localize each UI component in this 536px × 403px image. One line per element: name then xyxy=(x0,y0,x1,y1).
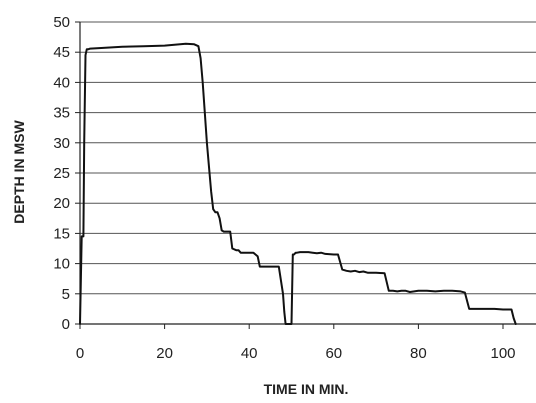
y-tick-label: 30 xyxy=(53,135,70,152)
y-tick-label: 35 xyxy=(53,105,70,122)
tick-labels: 0 5 10 15 20 25 30 35 40 45 50 0 20 40 60 80 100 xyxy=(53,14,515,362)
series-layer xyxy=(79,42,517,325)
y-tick-label: 15 xyxy=(53,225,70,242)
y-tick-label: 10 xyxy=(53,256,70,273)
gridlines xyxy=(80,21,536,295)
x-tick-label: 100 xyxy=(490,345,515,362)
x-tick-label: 20 xyxy=(156,345,173,362)
y-tick-label: 5 xyxy=(62,286,70,303)
y-tick-label: 20 xyxy=(53,195,70,212)
depth-profile-line xyxy=(79,42,517,325)
y-tick-label: 40 xyxy=(53,74,70,91)
axes xyxy=(75,21,536,329)
y-tick-label: 50 xyxy=(53,14,70,31)
x-tick-label: 80 xyxy=(410,345,427,362)
y-tick-label: 45 xyxy=(53,44,70,61)
y-tick-label: 25 xyxy=(53,165,70,182)
x-tick-label: 40 xyxy=(241,345,258,362)
x-tick-label: 0 xyxy=(76,345,84,362)
y-tick-label: 0 xyxy=(62,316,70,333)
x-tick-label: 60 xyxy=(325,345,342,362)
x-axis-title: TIME IN MIN. xyxy=(264,381,349,397)
y-axis-title: DEPTH IN MSW xyxy=(11,119,27,223)
